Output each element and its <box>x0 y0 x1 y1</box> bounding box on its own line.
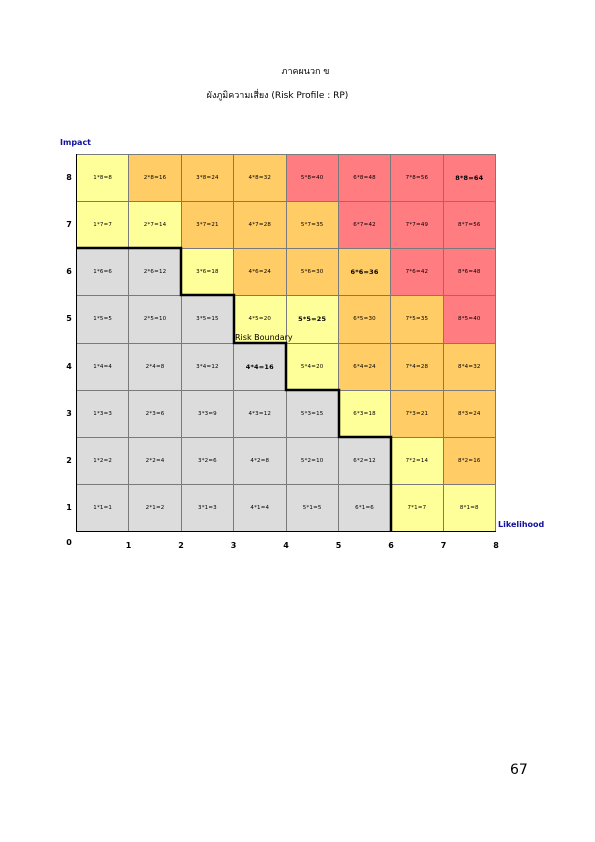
likelihood-tick: 5 <box>335 541 342 550</box>
risk-cell: 5*1=5 <box>286 483 339 531</box>
risk-cell: 1*8=8 <box>77 154 130 202</box>
risk-cell: 6*4=24 <box>338 342 392 390</box>
risk-cell: 7*7=49 <box>391 201 444 249</box>
risk-cell: 8*1=8 <box>443 483 496 531</box>
impact-tick: 2 <box>66 456 72 466</box>
risk-cell: 8*4=32 <box>443 342 496 390</box>
risk-cell: 1*6=6 <box>77 248 130 296</box>
risk-cell: 4*2=8 <box>234 436 287 484</box>
risk-cell: 3*5=15 <box>181 295 235 343</box>
risk-cell: 5*3=15 <box>286 389 339 437</box>
risk-cell: 4*8=32 <box>234 154 287 202</box>
risk-cell: 5*4=20 <box>286 342 339 390</box>
risk-cell: 2*4=8 <box>129 342 182 390</box>
risk-cell: 2*3=6 <box>129 389 182 437</box>
risk-cell: 1*2=2 <box>77 436 130 484</box>
risk-cell: 2*8=16 <box>129 154 182 202</box>
risk-cell: 3*2=6 <box>181 436 235 484</box>
likelihood-tick: 1 <box>125 541 132 550</box>
axis-origin-label: 0 <box>66 538 72 547</box>
risk-cell: 7*1=7 <box>391 483 444 531</box>
risk-cell: 4*1=4 <box>234 483 287 531</box>
risk-cell: 2*7=14 <box>129 201 182 249</box>
likelihood-tick: 8 <box>493 541 499 550</box>
risk-cell: 3*6=18 <box>181 248 235 296</box>
risk-cell: 6*3=18 <box>338 389 392 437</box>
risk-cell: 6*1=6 <box>338 483 392 531</box>
likelihood-tick: 7 <box>440 541 447 550</box>
impact-tick: 6 <box>66 267 72 277</box>
page-number: 67 <box>510 762 528 778</box>
risk-cell: 4*3=12 <box>234 389 287 437</box>
risk-cell: 1*4=4 <box>77 342 130 390</box>
likelihood-tick: 4 <box>283 541 289 550</box>
risk-cell: 8*3=24 <box>443 389 496 437</box>
risk-cell: 1*5=5 <box>77 295 130 343</box>
risk-cell: 5*2=10 <box>286 436 339 484</box>
risk-cell: 2*6=12 <box>129 248 182 296</box>
risk-cell: 3*3=9 <box>181 389 235 437</box>
risk-cell: 4*6=24 <box>234 248 287 296</box>
risk-cell: 4*4=16 <box>234 342 287 390</box>
risk-boundary-label: Risk Boundary <box>235 333 293 342</box>
risk-matrix-grid: 1*8=8 2*8=16 3*8=24 4*8=32 5*8=40 6*8=48 7*8=5… <box>76 154 496 532</box>
risk-cell: 2*2=4 <box>129 436 182 484</box>
impact-tick: 1 <box>66 503 72 513</box>
risk-cell: 3*8=24 <box>181 154 235 202</box>
risk-cell: 6*2=12 <box>338 436 392 484</box>
risk-cell: 7*3=21 <box>391 389 444 437</box>
risk-cell: 1*1=1 <box>77 483 130 531</box>
risk-cell: 1*3=3 <box>77 389 130 437</box>
risk-cell: 5*8=40 <box>286 154 339 202</box>
risk-cell: 2*5=10 <box>129 295 182 343</box>
risk-cell: 8*5=40 <box>443 295 496 343</box>
risk-cell: 6*6=36 <box>338 248 392 296</box>
impact-tick: 3 <box>66 408 72 418</box>
risk-cell: 7*5=35 <box>391 295 444 343</box>
impact-axis-title: Impact <box>60 138 92 147</box>
risk-cell: 7*4=28 <box>391 342 444 390</box>
risk-cell: 4*7=28 <box>234 201 287 249</box>
risk-cell: 5*5=25 <box>286 295 339 343</box>
appendix-heading: ภาคผนวก ข <box>281 67 330 77</box>
risk-cell: 1*7=7 <box>77 201 130 249</box>
risk-cell: 5*6=30 <box>286 248 339 296</box>
risk-cell: 8*6=48 <box>443 248 496 296</box>
risk-cell: 2*1=2 <box>129 483 182 531</box>
impact-tick: 8 <box>66 172 72 182</box>
risk-cell: 3*1=3 <box>181 483 235 531</box>
risk-cell: 8*2=16 <box>443 436 496 484</box>
risk-cell: 6*7=42 <box>338 201 392 249</box>
likelihood-tick: 3 <box>230 541 237 550</box>
page-title: ผังภูมิความเสี่ยง (Risk Profile : RP) <box>206 91 349 101</box>
impact-tick: 5 <box>66 314 72 324</box>
likelihood-axis-title: Likelihood <box>498 520 545 529</box>
impact-tick: 4 <box>66 361 72 371</box>
likelihood-tick: 6 <box>388 541 394 550</box>
risk-cell: 7*6=42 <box>391 248 444 296</box>
risk-cell: 8*8=64 <box>443 154 496 202</box>
risk-cell: 7*8=56 <box>391 154 444 202</box>
risk-cell: 7*2=14 <box>391 436 444 484</box>
risk-cell: 8*7=56 <box>443 201 496 249</box>
risk-cell: 6*5=30 <box>338 295 392 343</box>
risk-cell: 6*8=48 <box>338 154 392 202</box>
risk-cell: 3*4=12 <box>181 342 235 390</box>
impact-tick: 7 <box>66 219 72 229</box>
risk-cell: 5*7=35 <box>286 201 339 249</box>
likelihood-tick: 2 <box>178 541 184 550</box>
risk-cell: 3*7=21 <box>181 201 235 249</box>
